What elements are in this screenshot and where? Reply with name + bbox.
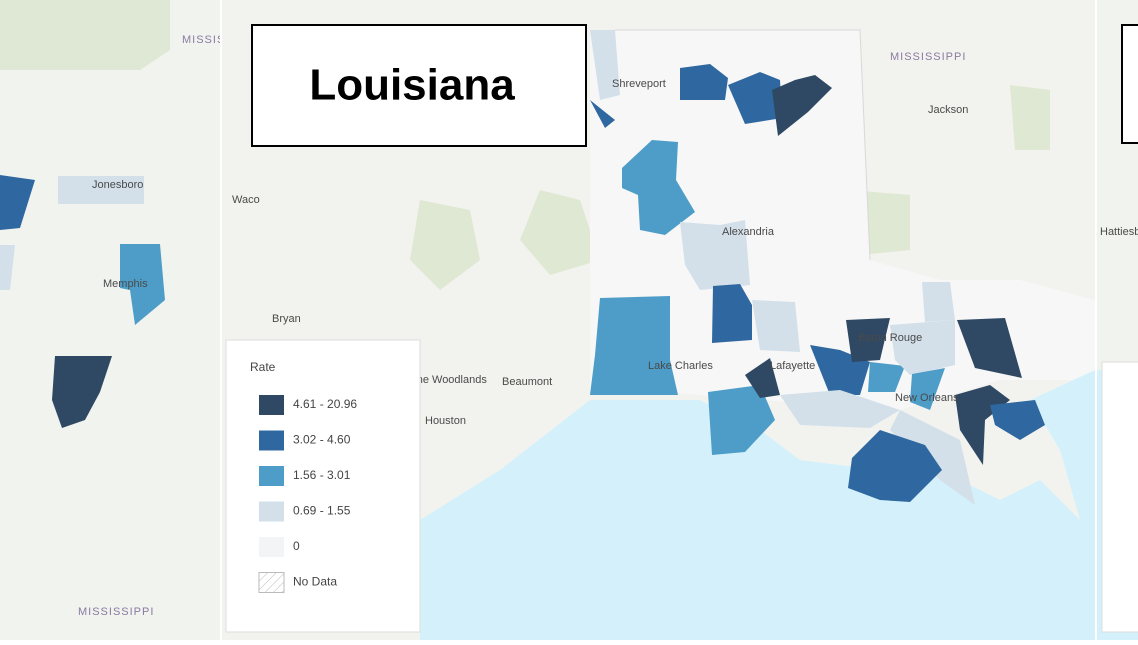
forest-area (410, 200, 480, 290)
legend-title: Rate (250, 360, 276, 374)
legend-box (225, 339, 421, 633)
place-label: Jackson (928, 104, 968, 116)
county (120, 244, 165, 325)
parish (622, 140, 695, 235)
parish (590, 296, 678, 395)
legend-label: 0 (293, 539, 300, 553)
place-label: Jonesboro (92, 179, 143, 191)
place-label: Lake Charles (648, 360, 713, 372)
parish (868, 362, 905, 392)
right-panel: Hattiesburg (1097, 0, 1138, 640)
place-label: Beaumont (502, 376, 552, 388)
parish (910, 368, 945, 410)
legend-swatch (259, 395, 284, 415)
parish (990, 400, 1045, 440)
place-label: New Orleans (895, 392, 959, 404)
legend-label: 0.69 - 1.55 (293, 504, 351, 518)
forest-area (0, 0, 170, 70)
parish (745, 358, 780, 398)
legend-items: 4.61 - 20.96 3.02 - 4.60 1.56 - 3.01 0.69 -… (258, 395, 357, 593)
title-box (251, 24, 587, 147)
parish (712, 284, 752, 343)
legend-swatch (259, 430, 284, 451)
state-border (615, 29, 871, 261)
state-label: MISSISSIPPI (78, 606, 154, 618)
place-label: Baton Rouge (858, 332, 922, 344)
parish (772, 75, 832, 136)
parish (890, 320, 955, 375)
parish (848, 430, 942, 502)
parish (708, 385, 775, 455)
parish (846, 318, 890, 362)
forest-area (1010, 85, 1050, 150)
place-label: Alexandria (722, 226, 775, 238)
place-label: Bryan (272, 313, 301, 325)
legend-swatch (259, 501, 284, 522)
legend-label: No Data (293, 575, 337, 589)
legend-swatch (259, 537, 284, 557)
legend-swatch (259, 466, 284, 486)
center-panel: Shreveport Jackson MISSISSIPPI Waco Brya… (222, 0, 1095, 640)
legend-swatch (258, 572, 285, 593)
place-label: Waco (232, 194, 260, 206)
legend-label: 1.56 - 3.01 (293, 468, 351, 482)
parish (590, 30, 620, 100)
legend-label: 4.61 - 20.96 (293, 397, 357, 411)
gulf (420, 370, 1095, 640)
place-label: Houston (425, 415, 466, 427)
parish (680, 220, 750, 290)
county (52, 356, 112, 428)
county (58, 176, 144, 204)
title: Louisiana (309, 61, 515, 110)
state-label: MISSISSIPPI (890, 51, 966, 63)
divider (1095, 0, 1097, 640)
parish (752, 300, 800, 352)
forest-area (520, 190, 600, 275)
parish (922, 282, 955, 322)
place-label: Lafayette (770, 360, 815, 372)
legend-label: 3.02 - 4.60 (293, 433, 351, 447)
title-box (1121, 24, 1138, 144)
legend-box (1101, 361, 1138, 633)
place-label: The Woodlands (410, 374, 487, 386)
left-panel: MISSISSIPPI Jonesboro Memphis MISSISSIPP… (0, 0, 257, 640)
place-label: Hattiesburg (1100, 226, 1138, 238)
parish (728, 72, 782, 124)
parish (680, 64, 728, 100)
parish (590, 100, 615, 128)
place-label: Memphis (103, 278, 148, 290)
county (0, 175, 35, 230)
county (0, 245, 15, 290)
land (0, 0, 220, 640)
parish (957, 318, 1022, 378)
parish (780, 390, 900, 428)
place-label: Shreveport (612, 78, 666, 90)
divider (220, 0, 222, 640)
